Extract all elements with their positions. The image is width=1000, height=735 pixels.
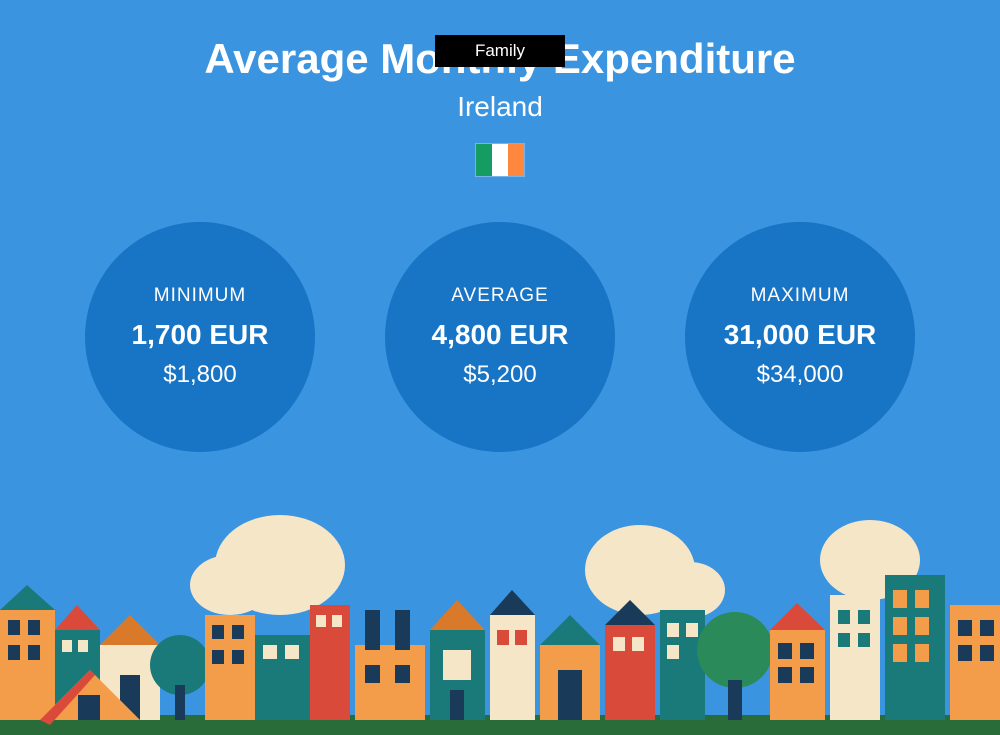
- stat-minimum: MINIMUM 1,700 EUR $1,800: [85, 222, 315, 452]
- cityscape-illustration: [0, 515, 1000, 735]
- stat-primary-value: 1,700 EUR: [132, 319, 269, 351]
- stat-secondary-value: $5,200: [463, 361, 536, 389]
- stats-row: MINIMUM 1,700 EUR $1,800 AVERAGE 4,800 E…: [0, 222, 1000, 452]
- flag-icon: [475, 143, 525, 177]
- stat-label: MINIMUM: [154, 285, 246, 307]
- stat-secondary-value: $34,000: [757, 361, 844, 389]
- flag-stripe-2: [492, 144, 508, 176]
- country-subtitle: Ireland: [0, 91, 1000, 123]
- stat-secondary-value: $1,800: [163, 361, 236, 389]
- flag-stripe-1: [476, 144, 492, 176]
- stat-primary-value: 31,000 EUR: [724, 319, 877, 351]
- stat-primary-value: 4,800 EUR: [432, 319, 569, 351]
- stat-label: AVERAGE: [451, 285, 548, 307]
- stat-label: MAXIMUM: [751, 285, 850, 307]
- stat-average: AVERAGE 4,800 EUR $5,200: [385, 222, 615, 452]
- flag-stripe-3: [508, 144, 524, 176]
- category-badge: Family: [435, 35, 565, 67]
- stat-maximum: MAXIMUM 31,000 EUR $34,000: [685, 222, 915, 452]
